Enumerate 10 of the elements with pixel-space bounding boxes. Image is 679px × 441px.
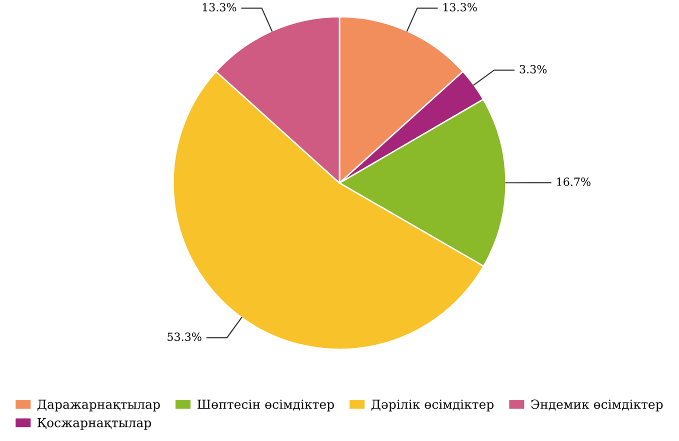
legend-label: Дәрілік өсімдіктер [371,400,494,412]
data-label: 16.7% [557,178,590,186]
data-label: 13.3% [444,2,477,12]
data-label: 53.3% [168,332,202,341]
data-label: 13.3% [202,2,236,12]
data-label: 3.3% [520,65,547,74]
legend-label: Даражарнақтылар [38,400,160,412]
legend-label: Қосжарнақтылар [38,418,152,430]
legend-label: Шөптесін өсімдіктер [197,400,334,412]
legend-label: Эндемик өсімдіктер [531,400,663,412]
